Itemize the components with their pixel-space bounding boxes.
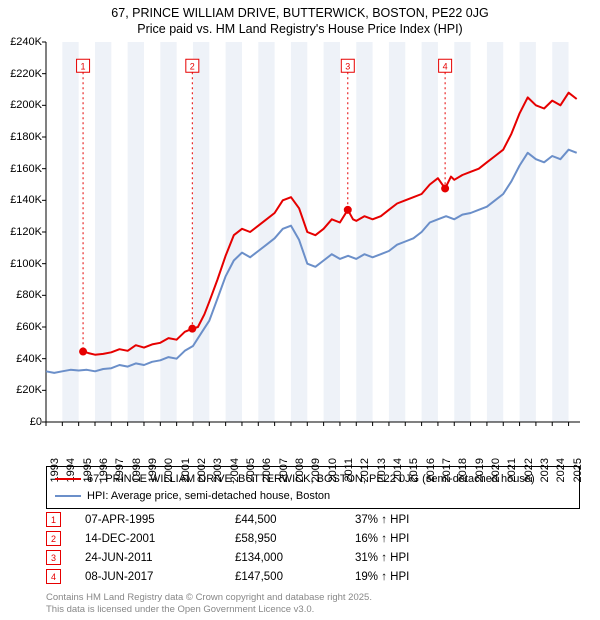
legend: 67, PRINCE WILLIAM DRIVE, BUTTERWICK, BO… [46, 466, 580, 509]
footnote-line-1: Contains HM Land Registry data © Crown c… [46, 592, 372, 604]
sales-pct: 16% ↑ HPI [355, 533, 580, 545]
svg-text:1: 1 [81, 61, 86, 71]
y-tick-label: £100K [10, 258, 42, 270]
sales-marker-num: 4 [46, 569, 61, 584]
sales-row: 4 08-JUN-2017£147,50019% ↑ HPI [46, 567, 580, 586]
y-tick-label: £180K [10, 131, 42, 143]
svg-text:4: 4 [443, 61, 448, 71]
sales-row: 3 24-JUN-2011£134,00031% ↑ HPI [46, 548, 580, 567]
title-block: 67, PRINCE WILLIAM DRIVE, BUTTERWICK, BO… [0, 0, 600, 37]
y-tick-label: £120K [10, 226, 42, 238]
y-tick-label: £240K [10, 36, 42, 48]
sales-price: £58,950 [235, 533, 355, 545]
sales-date: 24-JUN-2011 [85, 552, 235, 564]
footnote-line-2: This data is licensed under the Open Gov… [46, 604, 372, 616]
sales-pct: 37% ↑ HPI [355, 514, 580, 526]
legend-label: HPI: Average price, semi-detached house,… [87, 488, 330, 505]
sales-row: 2 14-DEC-2001£58,95016% ↑ HPI [46, 529, 580, 548]
footnote: Contains HM Land Registry data © Crown c… [46, 592, 372, 616]
chart-svg: 1 2 3 4 [46, 42, 580, 422]
sales-marker-num: 3 [46, 550, 61, 565]
svg-text:2: 2 [190, 61, 195, 71]
y-tick-label: £80K [16, 289, 42, 301]
title-line-2: Price paid vs. HM Land Registry's House … [0, 22, 600, 38]
sales-price: £147,500 [235, 571, 355, 583]
sales-pct: 31% ↑ HPI [355, 552, 580, 564]
sales-date: 14-DEC-2001 [85, 533, 235, 545]
y-tick-label: £20K [16, 384, 42, 396]
sales-date: 07-APR-1995 [85, 514, 235, 526]
legend-item: 67, PRINCE WILLIAM DRIVE, BUTTERWICK, BO… [55, 471, 571, 488]
y-tick-label: £60K [16, 321, 42, 333]
title-line-1: 67, PRINCE WILLIAM DRIVE, BUTTERWICK, BO… [0, 6, 600, 22]
legend-swatch [55, 478, 81, 480]
chart-plot-area: 1 2 3 4 [46, 42, 580, 422]
legend-item: HPI: Average price, semi-detached house,… [55, 488, 571, 505]
sales-price: £44,500 [235, 514, 355, 526]
y-tick-label: £200K [10, 99, 42, 111]
sales-row: 1 07-APR-1995£44,50037% ↑ HPI [46, 510, 580, 529]
y-tick-label: £160K [10, 163, 42, 175]
sales-marker-num: 1 [46, 512, 61, 527]
sales-price: £134,000 [235, 552, 355, 564]
legend-label: 67, PRINCE WILLIAM DRIVE, BUTTERWICK, BO… [87, 471, 535, 488]
y-axis: £0£20K£40K£60K£80K£100K£120K£140K£160K£1… [0, 42, 44, 422]
y-tick-label: £140K [10, 194, 42, 206]
sales-table: 1 07-APR-1995£44,50037% ↑ HPI 2 14-DEC-2001… [46, 510, 580, 586]
sales-pct: 19% ↑ HPI [355, 571, 580, 583]
sales-marker-num: 2 [46, 531, 61, 546]
x-axis: 1993199419951996199719981999200020012002… [46, 424, 580, 464]
chart-container: 67, PRINCE WILLIAM DRIVE, BUTTERWICK, BO… [0, 0, 600, 620]
y-tick-label: £0 [30, 416, 42, 428]
svg-text:3: 3 [345, 61, 350, 71]
y-tick-label: £220K [10, 68, 42, 80]
y-tick-label: £40K [16, 353, 42, 365]
legend-swatch [55, 495, 81, 497]
sales-date: 08-JUN-2017 [85, 571, 235, 583]
